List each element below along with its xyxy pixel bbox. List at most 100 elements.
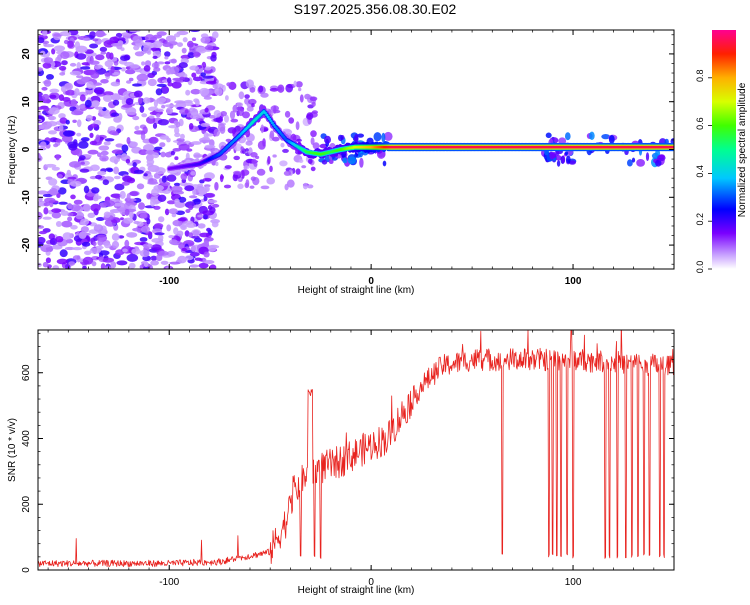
spectrogram-noise-cell	[43, 44, 55, 48]
spectrogram-noise-cell	[197, 223, 206, 229]
spectrogram-noise-cell	[126, 253, 139, 262]
spectrogram-noise-cell	[165, 35, 177, 43]
spectrogram-noise-cell	[205, 80, 217, 85]
spectrogram-noise-cell	[240, 146, 244, 151]
spectrogram-noise-cell	[150, 260, 160, 266]
spectrogram-noise-cell	[140, 132, 146, 141]
spectrogram-noise-cell	[97, 170, 107, 176]
spectrogram-noise-cell	[79, 168, 90, 173]
spectrogram-noise-cell	[139, 105, 145, 113]
spectrogram-noise-cell	[126, 137, 131, 145]
spectrogram-noise-cell	[359, 157, 364, 168]
spectrogram-noise-cell	[310, 166, 316, 172]
spectrogram-noise-cell	[306, 112, 314, 120]
spectrogram-noise-cell	[53, 143, 59, 148]
spectrogram-noise-cell	[561, 155, 566, 164]
spectrogram-noise-cell	[133, 220, 140, 225]
spectrogram-noise-cell	[156, 254, 163, 262]
spectrogram-noise-cell	[204, 144, 216, 149]
spectrogram-noise-cell	[132, 162, 137, 168]
spectrogram-noise-cell	[203, 132, 209, 139]
spectrogram-noise-cell	[283, 170, 292, 176]
spectrogram-noise-cell	[118, 96, 125, 101]
spectrogram-noise-cell	[237, 183, 244, 190]
spectrogram-noise-cell	[212, 31, 219, 39]
spectrogram-noise-cell	[189, 264, 199, 268]
spectrogram-noise-cell	[564, 151, 569, 156]
spectrogram-noise-cell	[204, 45, 214, 51]
spectrogram-noise-cell	[61, 60, 68, 66]
spectrogram-noise-cell	[203, 251, 210, 258]
colorbar-tick-label: 0.6	[695, 117, 705, 130]
spectrogram-noise-cell	[157, 194, 167, 202]
spectrogram-noise-cell	[171, 81, 182, 89]
spectrogram-noise-cell	[59, 72, 66, 76]
spectrogram-noise-cell	[166, 250, 176, 257]
spectrogram-noise-cell	[260, 185, 270, 190]
spectrogram-noise-cell	[170, 67, 175, 75]
spectrogram-noise-cell	[134, 51, 145, 57]
spectrogram-noise-cell	[112, 72, 121, 76]
spectrogram-noise-cell	[277, 84, 285, 93]
spectrogram-noise-cell	[152, 152, 160, 159]
spectrogram-noise-cell	[199, 87, 210, 96]
spectrogram-noise-cell	[120, 217, 124, 221]
spectrogram-noise-cell	[158, 216, 165, 223]
spectrogram-noise-cell	[102, 91, 114, 96]
spectrogram-noise-cell	[56, 258, 69, 265]
spectrogram-noise-cell	[51, 48, 56, 55]
spectrogram-noise-cell	[108, 130, 118, 135]
spectrogram-noise-cell	[170, 150, 175, 156]
spectrogram-noise-cell	[175, 79, 185, 83]
spectrogram-noise-cell	[193, 198, 201, 205]
spectrogram-noise-cell	[189, 65, 200, 71]
spectrogram-noise-cell	[110, 112, 120, 117]
spectrogram-noise-cell	[156, 31, 167, 36]
spectrogram-noise-cell	[211, 221, 219, 228]
spectrogram-noise-cell	[122, 248, 128, 253]
spectrogram-noise-cell	[164, 56, 169, 60]
spectrogram-noise-cell	[121, 104, 133, 108]
spectrogram-noise-cell	[44, 163, 57, 168]
spectrogram-noise-cell	[155, 113, 161, 118]
spectrogram-noise-cell	[181, 222, 186, 229]
spectrogram-noise-cell	[97, 152, 102, 157]
spectrogram-noise-cell	[202, 75, 214, 79]
spectrogram-noise-cell	[187, 40, 194, 48]
x-tick-label: 100	[565, 577, 582, 588]
spectrogram-noise-cell	[38, 91, 43, 97]
spectrogram-noise-cell	[213, 110, 222, 118]
spectrogram-noise-cell	[153, 172, 161, 179]
spectrogram-noise-cell	[245, 79, 254, 88]
spectrogram-noise-cell	[114, 202, 123, 207]
spectrogram-noise-cell	[156, 97, 167, 103]
spectrogram-noise-cell	[147, 181, 159, 185]
spectrogram-noise-cell	[82, 265, 87, 269]
spectrogram-noise-cell	[137, 97, 143, 104]
spectrogram-noise-cell	[143, 266, 149, 269]
spectrogram-noise-cell	[311, 101, 316, 107]
spectrogram-noise-cell	[48, 115, 57, 121]
spectrogram-noise-cell	[250, 176, 256, 181]
spectrogram-noise-cell	[58, 201, 68, 205]
spectrogram-noise-cell	[310, 130, 317, 138]
spectrogram-noise-cell	[217, 123, 226, 132]
spectrogram-noise-cell	[141, 61, 146, 66]
spectrogram-noise-cell	[150, 244, 162, 251]
spectrogram-noise-cell	[172, 148, 182, 152]
spectrogram-noise-cell	[169, 43, 174, 49]
spectrogram-noise-cell	[112, 99, 120, 106]
spectrogram-noise-cell	[91, 261, 97, 267]
spectrogram-noise-cell	[178, 196, 187, 203]
spectrogram-noise-cell	[558, 137, 567, 145]
spectrogram-noise-cell	[38, 196, 43, 202]
spectrogram-noise-cell	[280, 142, 285, 148]
spectrogram-noise-cell	[295, 81, 303, 88]
spectrogram-noise-cell	[129, 141, 138, 147]
spectrogram-noise-cell	[258, 85, 264, 93]
spectrogram-noise-cell	[138, 149, 148, 156]
spectrogram-noise-cell	[76, 119, 82, 128]
spectrogram-noise-cell	[103, 94, 113, 103]
spectrogram-noise-cell	[298, 87, 302, 92]
spectrogram-noise-cell	[174, 156, 179, 161]
